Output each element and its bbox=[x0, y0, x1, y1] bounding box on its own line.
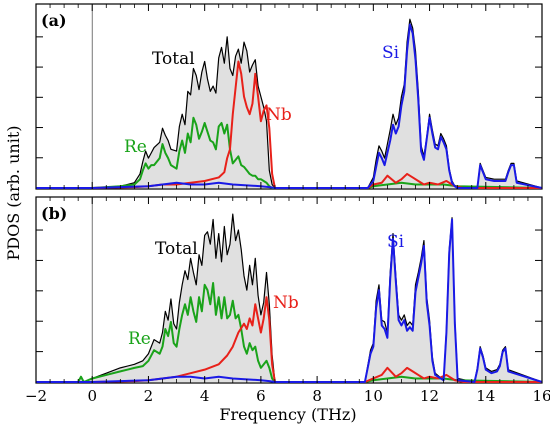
x-tick-label: 12 bbox=[420, 387, 439, 405]
y-axis-label: PDOS (arb. unit) bbox=[4, 126, 23, 261]
x-tick-label: 14 bbox=[476, 387, 495, 405]
x-tick-label: 8 bbox=[312, 387, 322, 405]
panel-a-si-line bbox=[36, 23, 543, 189]
panel-a-fill bbox=[36, 19, 542, 189]
panel-a-nb-label: Nb bbox=[266, 105, 292, 125]
panel-b-frame bbox=[35, 196, 543, 384]
panel-a-si-label: Si bbox=[382, 43, 400, 63]
panel-b-si-line bbox=[36, 218, 543, 383]
panel-a: (a) Total Re Nb Si bbox=[35, 3, 543, 190]
x-tick-labels: −2 0 2 4 6 8 10 12 14 16 bbox=[25, 387, 550, 405]
panel-b-total-area bbox=[36, 214, 542, 382]
panel-b-lines bbox=[36, 213, 543, 383]
panel-b-re-line bbox=[36, 282, 543, 383]
x-tick-label: 4 bbox=[200, 387, 210, 405]
x-tick-label: −2 bbox=[25, 387, 47, 405]
panel-a-nb-line bbox=[36, 60, 542, 189]
panel-b-re-label: Re bbox=[128, 329, 151, 349]
panel-b-ticks bbox=[35, 197, 543, 383]
panel-a-label: (a) bbox=[41, 11, 67, 30]
panel-b-nb-line bbox=[36, 296, 542, 383]
x-tick-label: 2 bbox=[144, 387, 154, 405]
x-axis-label: Frequency (THz) bbox=[219, 405, 356, 424]
panel-b-total-label: Total bbox=[155, 239, 198, 259]
panel-a-frame bbox=[35, 3, 543, 190]
panel-b-fill bbox=[36, 214, 542, 382]
panel-b-nb-label: Nb bbox=[273, 293, 299, 313]
x-tick-label: 6 bbox=[256, 387, 266, 405]
panel-a-total-label: Total bbox=[152, 49, 195, 69]
panel-b: (b) Total Re Nb Si bbox=[35, 196, 543, 384]
panel-b-label: (b) bbox=[41, 204, 67, 223]
panel-a-re-label: Re bbox=[124, 137, 147, 157]
panel-a-total-line bbox=[36, 18, 543, 189]
panel-a-total-area bbox=[36, 19, 542, 189]
x-tick-label: 16 bbox=[532, 387, 550, 405]
panel-a-ticks bbox=[35, 4, 543, 189]
panel-b-si-label: Si bbox=[387, 232, 405, 252]
panel-a-re-line bbox=[36, 116, 543, 189]
panel-a-lines bbox=[36, 18, 543, 189]
x-tick-label: 0 bbox=[87, 387, 97, 405]
x-tick-label: 10 bbox=[364, 387, 383, 405]
